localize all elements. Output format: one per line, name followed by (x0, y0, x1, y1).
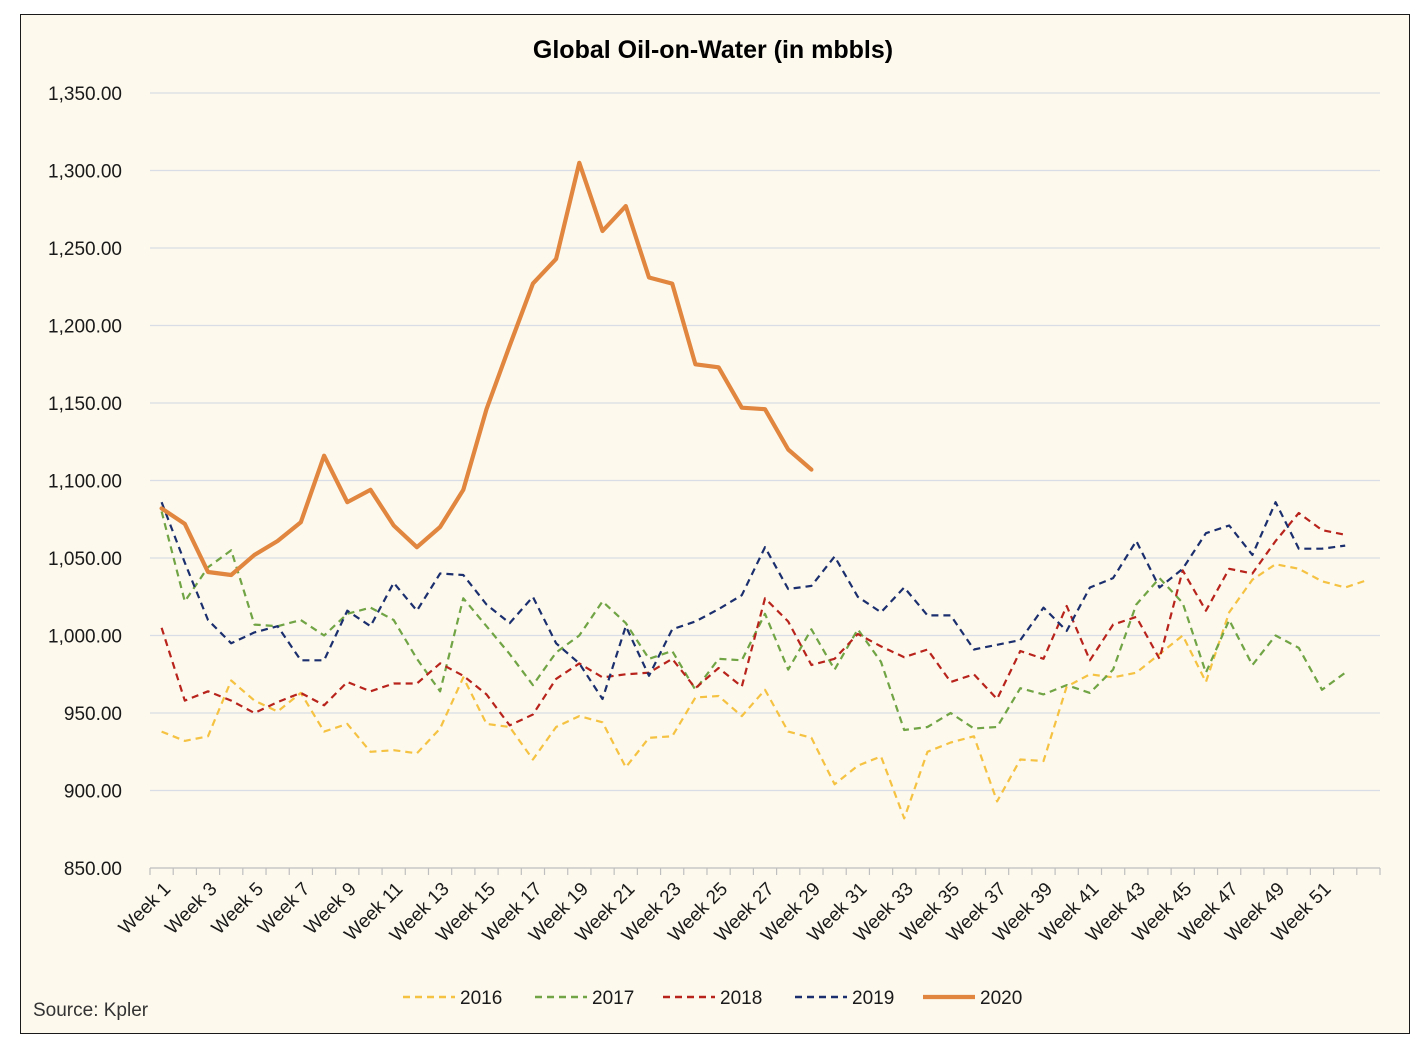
chart-frame (20, 14, 1410, 1034)
source-note: Source: Kpler (33, 1000, 149, 1021)
y-tick-label: 1,250.00 (48, 239, 122, 260)
y-tick-label: 1,000.00 (48, 627, 122, 648)
series-line-2017 (160, 511, 1346, 732)
chart-title: Global Oil-on-Water (in mbbls) (533, 36, 893, 64)
grid-lines (150, 92, 1380, 792)
legend-label-2016: 2016 (460, 988, 502, 1009)
legend: 2016 2017 2018 2019 2020 (403, 988, 1022, 1009)
series-line-2018 (160, 511, 1346, 727)
legend-label-2018: 2018 (720, 988, 762, 1009)
data-series (159, 160, 1369, 820)
y-tick-label: 1,300.00 (48, 162, 122, 183)
series-line-2020 (159, 160, 814, 578)
y-tick-label: 1,150.00 (48, 394, 122, 415)
legend-label-2019: 2019 (852, 988, 894, 1009)
series-line-2016 (161, 563, 1369, 820)
legend-label-2020: 2020 (980, 988, 1022, 1009)
y-axis-ticks: 850.00 900.00 950.00 1,000.00 1,050.00 1,100.… (48, 84, 122, 880)
y-tick-label: 1,200.00 (48, 317, 122, 338)
y-tick-label: 1,350.00 (48, 84, 122, 105)
series-line-2019 (160, 501, 1346, 701)
x-axis (149, 867, 1381, 875)
y-tick-label: 1,050.00 (48, 549, 122, 570)
y-tick-label: 900.00 (64, 782, 122, 803)
legend-label-2017: 2017 (592, 988, 634, 1009)
y-tick-label: 1,100.00 (48, 472, 122, 493)
y-tick-label: 950.00 (64, 704, 122, 725)
y-tick-label: 850.00 (64, 859, 122, 880)
